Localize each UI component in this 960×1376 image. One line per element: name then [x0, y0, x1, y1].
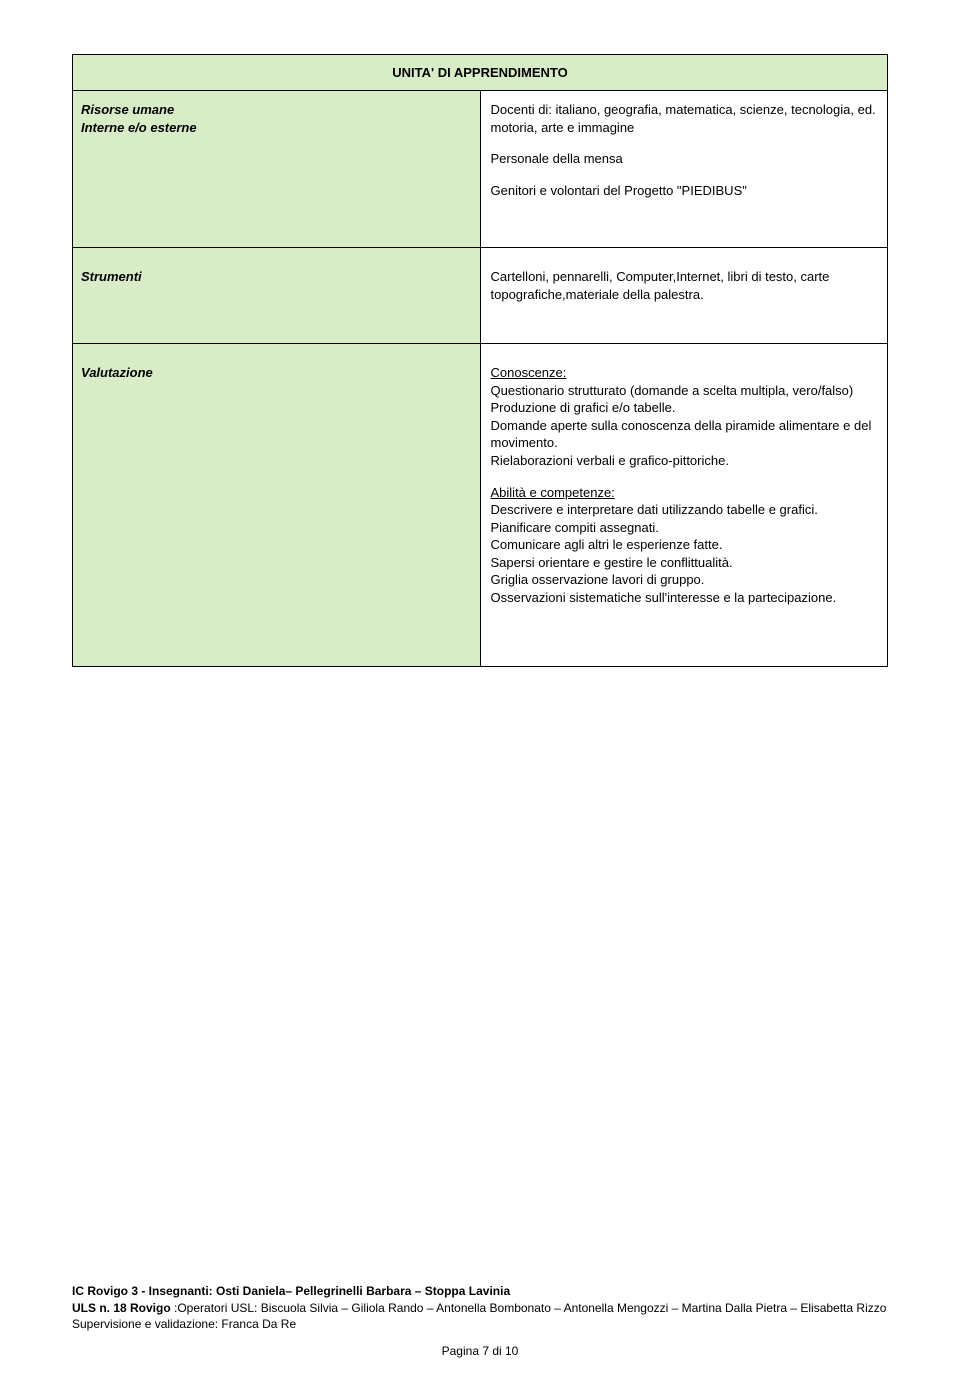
- valutazione-s2-l4: Sapersi orientare e gestire le conflittu…: [491, 554, 878, 572]
- label-risorse-line2: Interne e/o esterne: [81, 119, 472, 137]
- risorse-p2: Personale della mensa: [491, 150, 878, 168]
- label-valutazione-text: Valutazione: [81, 365, 153, 380]
- table-title-cell: UNITA' DI APPRENDIMENTO: [73, 55, 888, 91]
- table-title: UNITA' DI APPRENDIMENTO: [392, 65, 567, 80]
- row-risorse: Risorse umane Interne e/o esterne Docent…: [73, 91, 888, 248]
- valutazione-section2-title: Abilità e competenze:: [491, 485, 615, 500]
- footer-line3: Supervisione e validazione: Franca Da Re: [72, 1316, 888, 1332]
- page: UNITA' DI APPRENDIMENTO Risorse umane In…: [0, 0, 960, 1376]
- strumenti-p1: Cartelloni, pennarelli, Computer,Interne…: [491, 268, 878, 303]
- valutazione-s1-l1: Questionario strutturato (domande a scel…: [491, 382, 878, 400]
- label-valutazione: Valutazione: [73, 344, 481, 667]
- footer: IC Rovigo 3 - Insegnanti: Osti Daniela– …: [72, 1283, 888, 1332]
- footer-line2: ULS n. 18 Rovigo :Operatori USL: Biscuol…: [72, 1300, 888, 1316]
- content-strumenti: Cartelloni, pennarelli, Computer,Interne…: [480, 248, 888, 344]
- valutazione-s1-l4: Rielaborazioni verbali e grafico-pittori…: [491, 452, 878, 470]
- valutazione-s2-l5: Griglia osservazione lavori di gruppo.: [491, 571, 878, 589]
- valutazione-section1-title: Conoscenze:: [491, 365, 567, 380]
- label-risorse-line1: Risorse umane: [81, 101, 472, 119]
- content-valutazione: Conoscenze: Questionario strutturato (do…: [480, 344, 888, 667]
- footer-line1: IC Rovigo 3 - Insegnanti: Osti Daniela– …: [72, 1283, 888, 1299]
- risorse-p1: Docenti di: italiano, geografia, matemat…: [491, 101, 878, 136]
- label-strumenti-text: Strumenti: [81, 269, 142, 284]
- valutazione-s2-l1: Descrivere e interpretare dati utilizzan…: [491, 501, 878, 519]
- page-number: Pagina 7 di 10: [0, 1344, 960, 1358]
- risorse-p3: Genitori e volontari del Progetto "PIEDI…: [491, 182, 878, 200]
- valutazione-s1-l3: Domande aperte sulla conoscenza della pi…: [491, 417, 878, 452]
- footer-line2-rest: :Operatori USL: Biscuola Silvia – Giliol…: [174, 1301, 886, 1315]
- row-strumenti: Strumenti Cartelloni, pennarelli, Comput…: [73, 248, 888, 344]
- valutazione-s1-l2: Produzione di grafici e/o tabelle.: [491, 399, 878, 417]
- valutazione-s2-l2: Pianificare compiti assegnati.: [491, 519, 878, 537]
- footer-line2-bold: ULS n. 18 Rovigo: [72, 1301, 174, 1315]
- valutazione-s2-l6: Osservazioni sistematiche sull'interesse…: [491, 589, 878, 607]
- valutazione-s2-l3: Comunicare agli altri le esperienze fatt…: [491, 536, 878, 554]
- label-risorse: Risorse umane Interne e/o esterne: [73, 91, 481, 248]
- main-table: UNITA' DI APPRENDIMENTO Risorse umane In…: [72, 54, 888, 667]
- label-strumenti: Strumenti: [73, 248, 481, 344]
- content-risorse: Docenti di: italiano, geografia, matemat…: [480, 91, 888, 248]
- table-header-row: UNITA' DI APPRENDIMENTO: [73, 55, 888, 91]
- row-valutazione: Valutazione Conoscenze: Questionario str…: [73, 344, 888, 667]
